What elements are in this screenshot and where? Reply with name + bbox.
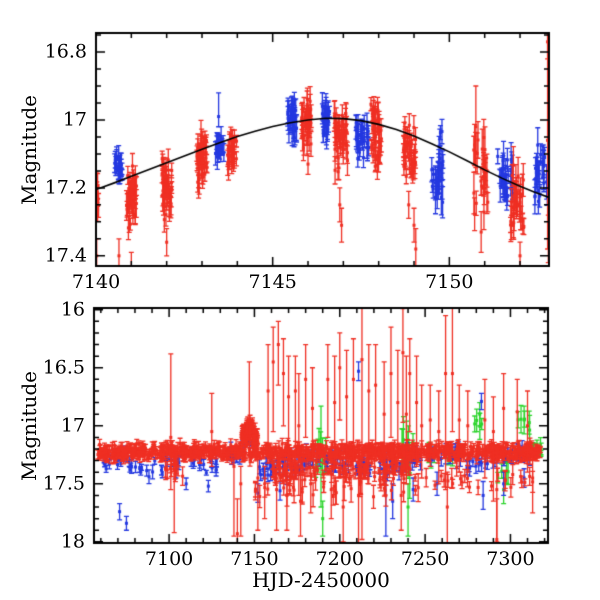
bottom-x-tick-label: 7300 xyxy=(486,548,535,570)
bottom-y-tick-label: 16 xyxy=(60,298,85,321)
bottom-y-tick-label: 17.5 xyxy=(42,472,85,495)
bottom-x-tick-label: 7100 xyxy=(144,548,194,570)
bottom-y-tick-label: 17 xyxy=(60,414,85,437)
top-x-tick-label: 7150 xyxy=(425,271,474,293)
y-axis-label-bottom: Magnitude xyxy=(17,370,41,481)
top-x-tick-label: 7145 xyxy=(248,271,297,293)
top-y-tick-label: 17.4 xyxy=(44,244,87,267)
top-y-tick-label: 16.8 xyxy=(44,40,87,63)
bottom-x-tick-label: 7150 xyxy=(230,548,279,570)
bottom-y-tick-label: 16.5 xyxy=(42,356,85,379)
x-axis-label: HJD-2450000 xyxy=(252,568,390,592)
top-y-tick-label: 17 xyxy=(62,108,87,131)
top-y-tick-label: 17.2 xyxy=(44,176,87,199)
bottom-y-tick-label: 18 xyxy=(60,530,85,553)
top-x-tick-label: 7140 xyxy=(71,271,121,293)
y-axis-label-top: Magnitude xyxy=(17,94,41,205)
bottom-x-tick-label: 7250 xyxy=(400,548,450,570)
bottom-x-tick-label: 7200 xyxy=(315,548,364,570)
